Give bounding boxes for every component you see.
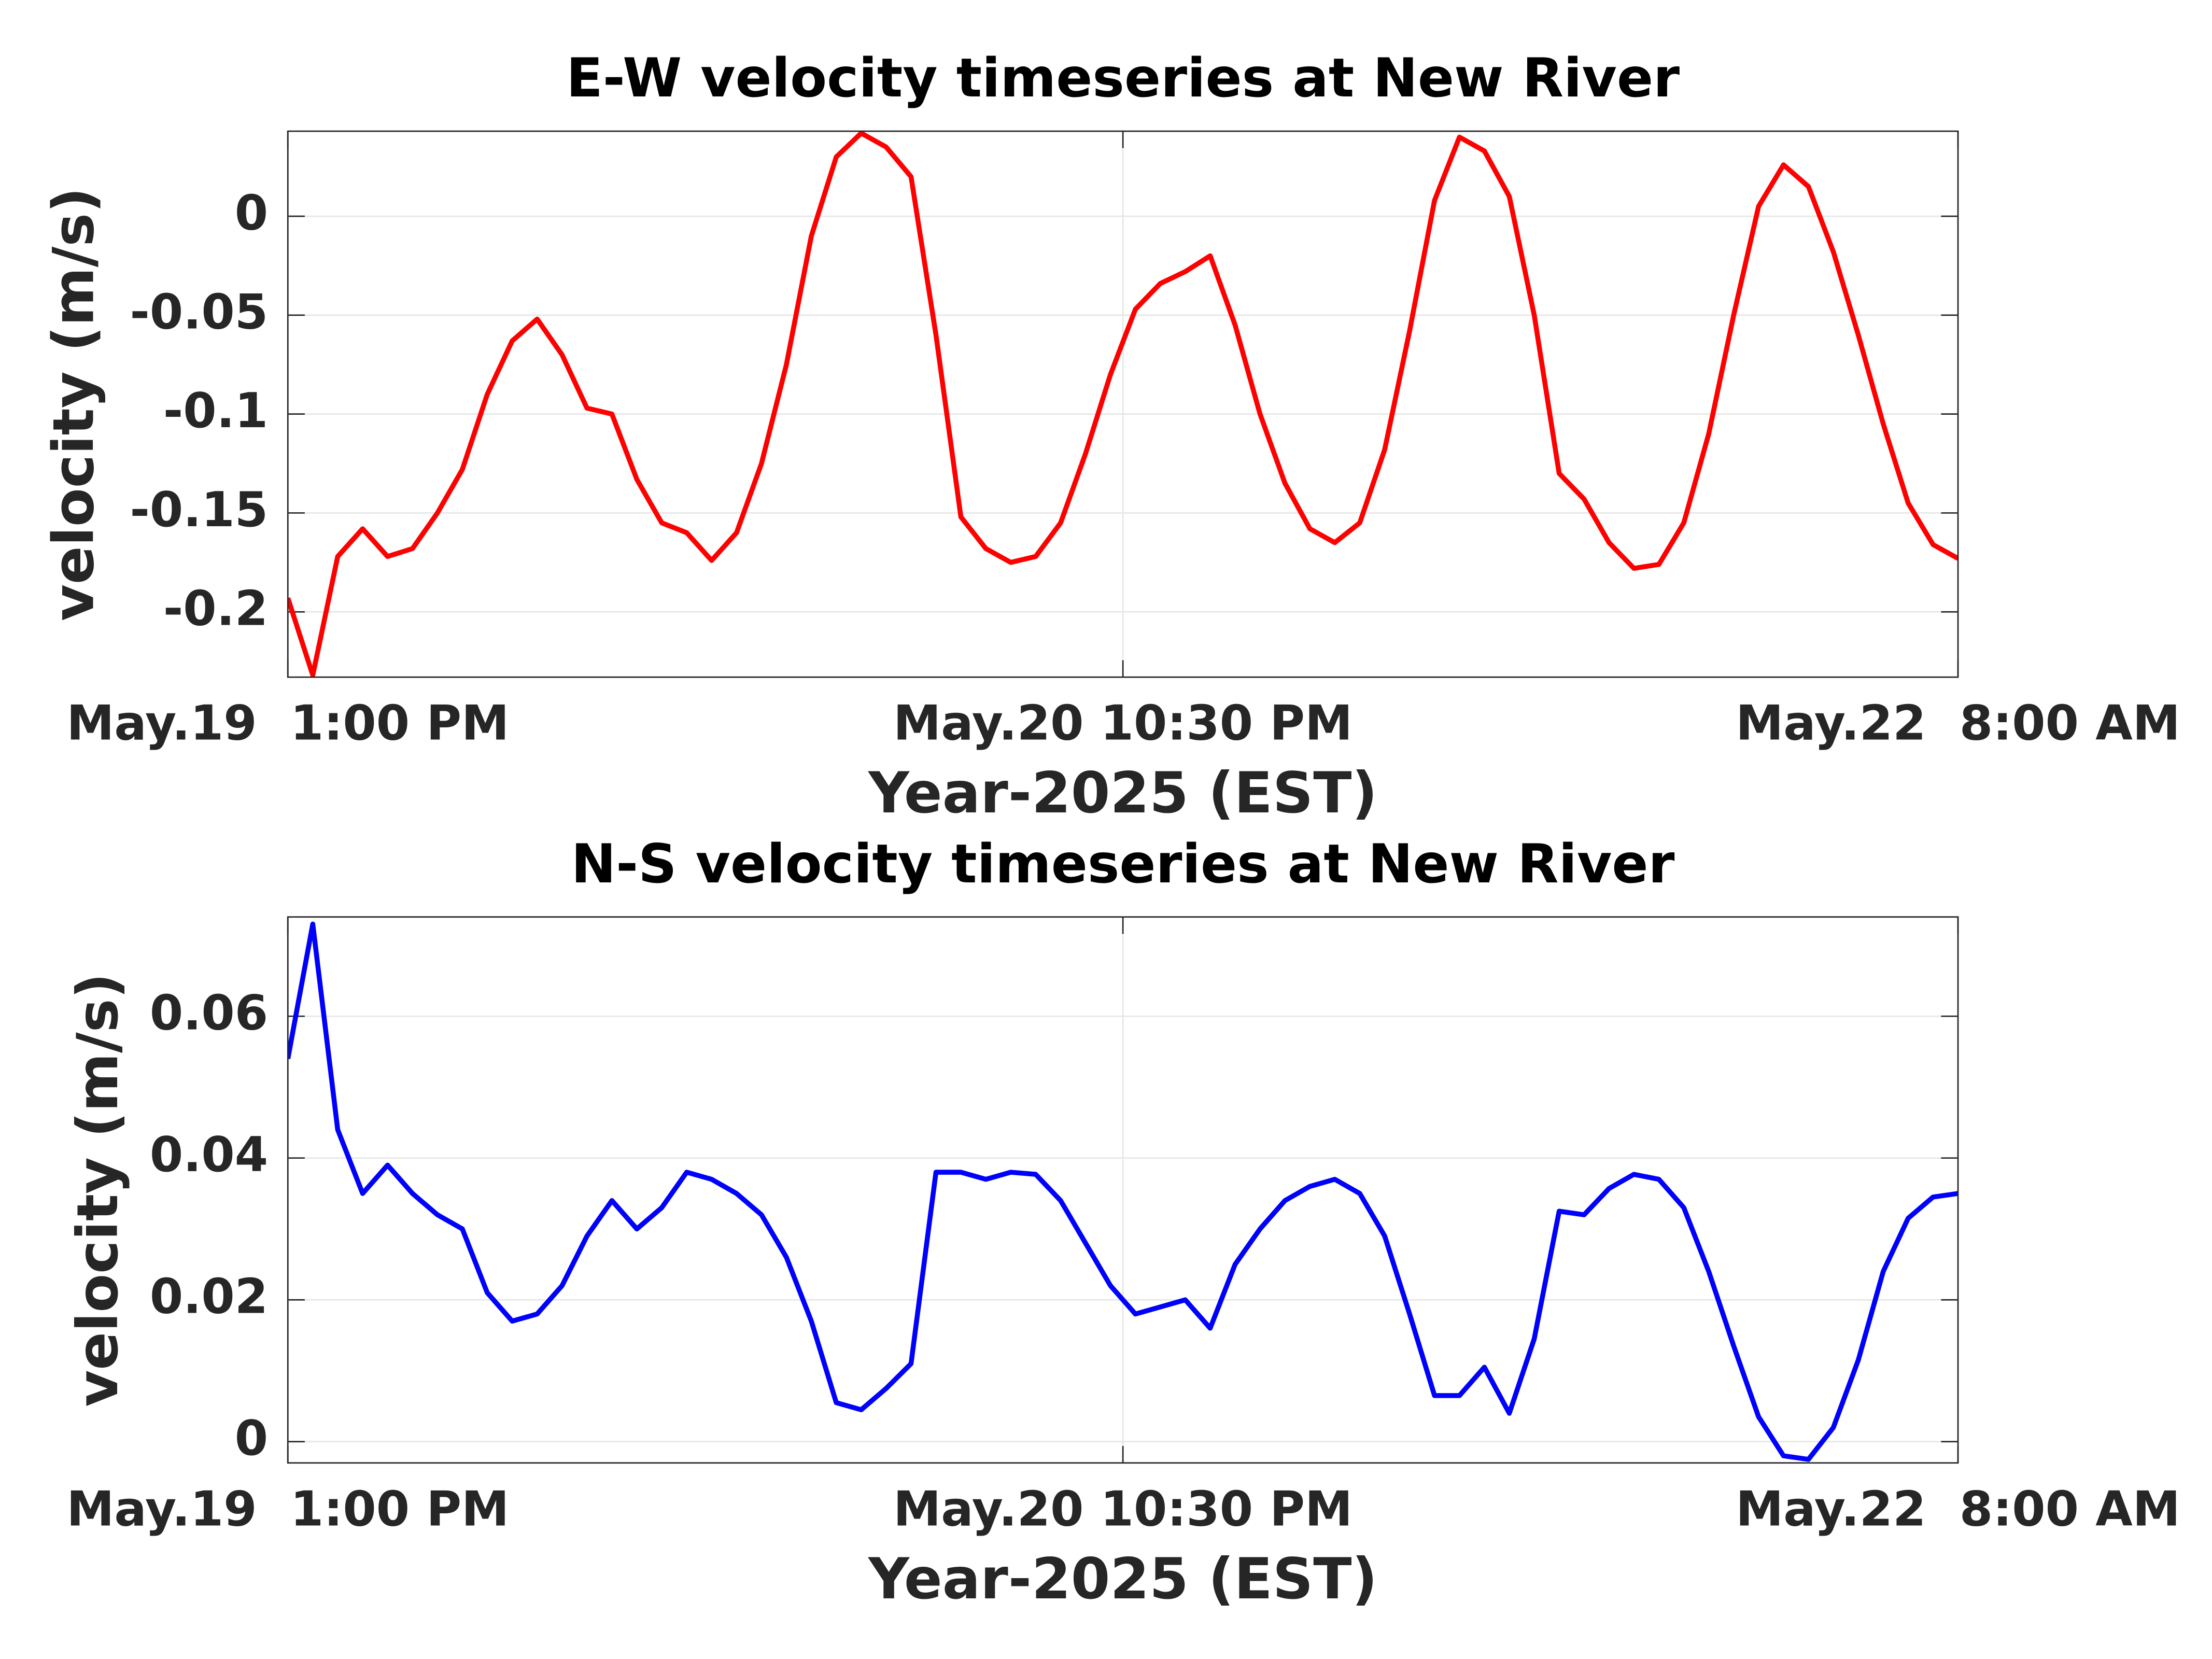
x-tick-label: May.22 8:00 AM: [1736, 695, 2180, 751]
y-tick-label: 0: [235, 1410, 268, 1466]
x-tick-label: May.19 1:00 PM: [66, 1481, 509, 1537]
x-tick-label: May.19 1:00 PM: [66, 695, 509, 751]
y-tick-label: -0.1: [163, 383, 268, 439]
axes-box: [287, 130, 1959, 678]
x-tick-label: May.20 10:30 PM: [893, 695, 1352, 751]
x-tick-label: May.22 8:00 AM: [1736, 1481, 2180, 1537]
chart-title: E-W velocity timeseries at New River: [566, 47, 1680, 109]
y-tick-label: -0.2: [163, 581, 268, 637]
y-tick-label: -0.05: [130, 284, 269, 340]
x-axis-label: Year-2025 (EST): [867, 760, 1377, 826]
y-tick-label: -0.15: [130, 482, 269, 538]
y-tick-label: 0.04: [150, 1127, 268, 1183]
y-axis-label: velocity (m/s): [41, 187, 107, 621]
data-line: [288, 131, 1959, 678]
y-axis-label: velocity (m/s): [65, 973, 131, 1407]
y-tick-label: 0.06: [150, 985, 268, 1041]
y-tick-label: 0.02: [150, 1269, 268, 1325]
data-line: [288, 921, 1959, 1462]
axes-box: [287, 916, 1959, 1464]
x-tick-label: May.20 10:30 PM: [893, 1481, 1352, 1537]
chart-title: N-S velocity timeseries at New River: [571, 833, 1675, 895]
x-axis-label: Year-2025 (EST): [867, 1546, 1377, 1612]
y-tick-label: 0: [235, 185, 268, 241]
